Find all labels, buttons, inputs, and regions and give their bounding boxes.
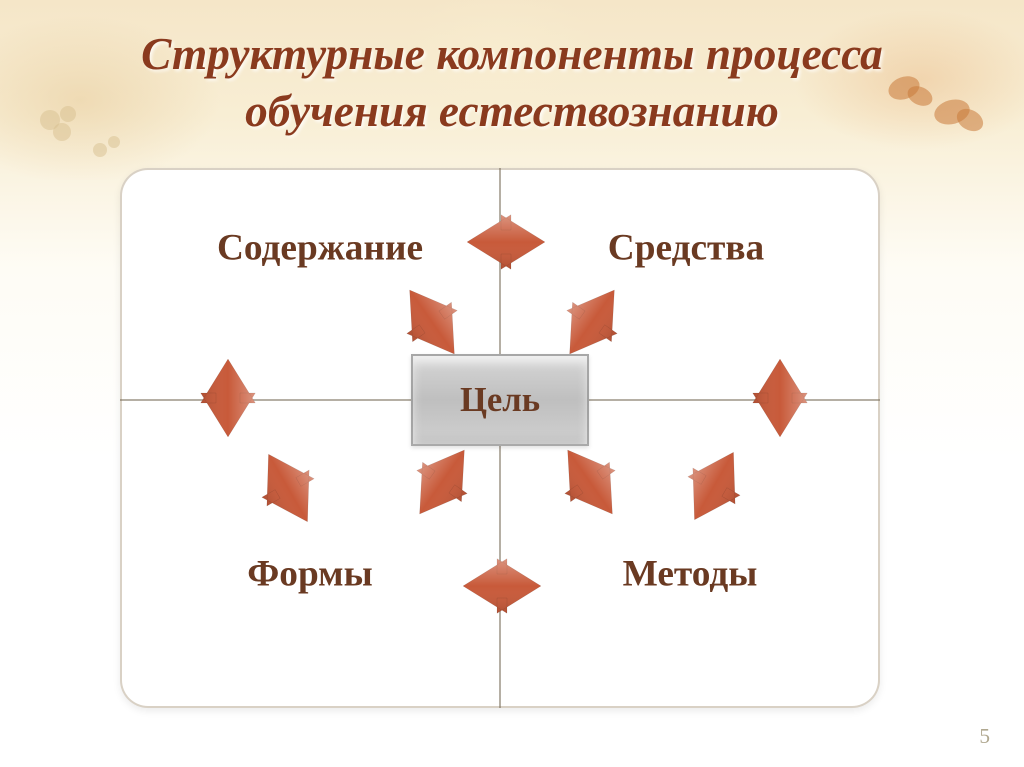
node-top-left: Содержание	[217, 227, 423, 270]
node-top-right-label: Средства	[608, 228, 764, 269]
node-bot-left: Формы	[247, 553, 373, 596]
double-arrow-icon	[465, 211, 547, 272]
node-top-right: Средства	[608, 227, 764, 270]
title-line-1: Структурные компоненты процесса	[141, 29, 883, 79]
node-top-left-label: Содержание	[217, 228, 423, 269]
page-title: Структурные компоненты процесса обучения…	[0, 26, 1024, 139]
title-line-2: обучения естествознанию	[245, 86, 779, 136]
center-node: Цель	[411, 354, 589, 446]
double-arrow-icon	[461, 555, 543, 616]
node-bot-right: Методы	[623, 553, 758, 596]
node-bot-right-label: Методы	[623, 554, 758, 595]
center-node-label: Цель	[460, 381, 540, 420]
double-arrow-icon	[197, 357, 258, 439]
node-bot-left-label: Формы	[247, 554, 373, 595]
double-arrow-icon	[749, 357, 810, 439]
page-number: 5	[979, 724, 990, 749]
